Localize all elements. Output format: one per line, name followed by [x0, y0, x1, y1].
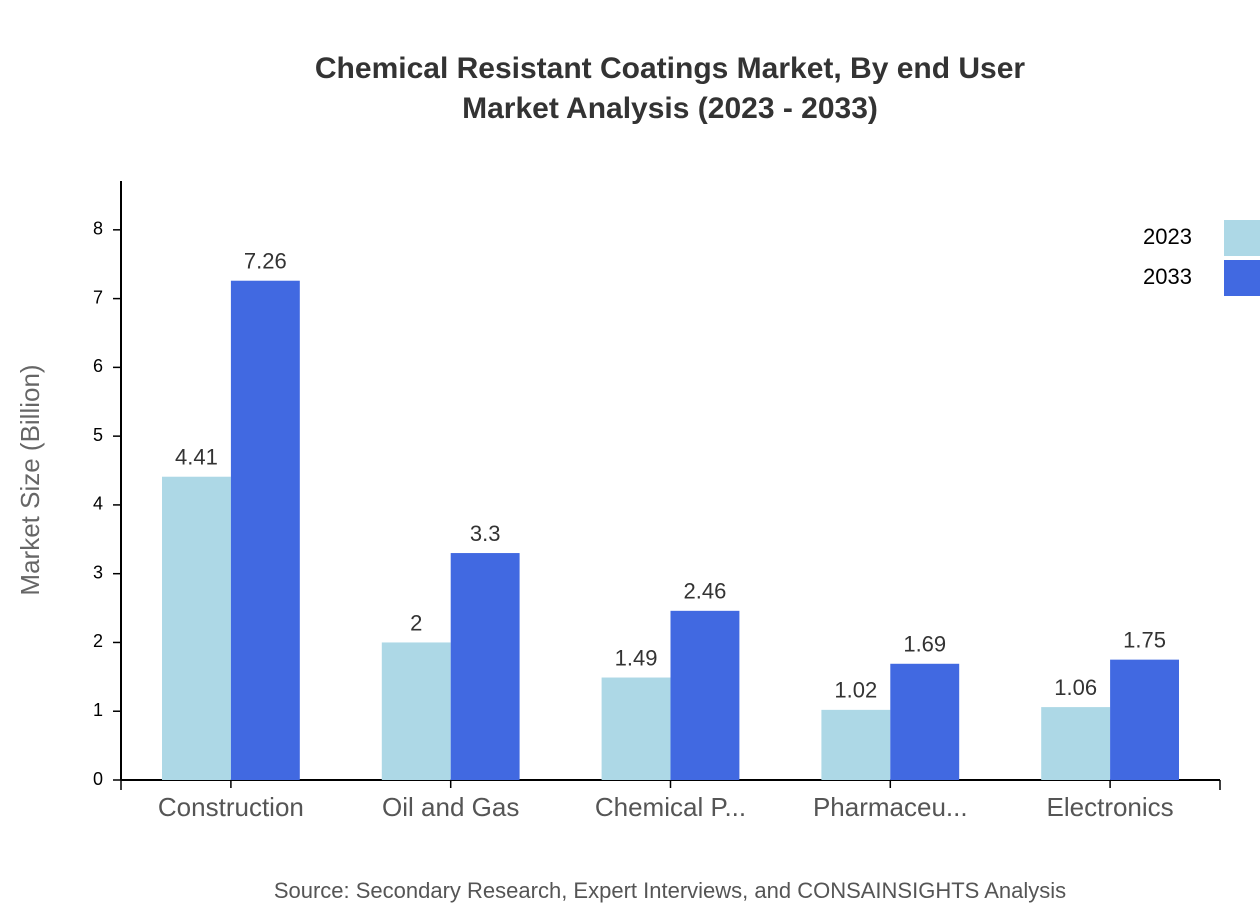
- y-tick-label: 4: [93, 494, 103, 514]
- y-tick-label: 8: [93, 219, 103, 239]
- y-axis-label: Market Size (Billion): [15, 364, 45, 595]
- y-tick-label: 6: [93, 356, 103, 376]
- legend-swatch: [1224, 220, 1260, 256]
- value-label: 1.49: [615, 645, 658, 670]
- legend-swatch: [1224, 260, 1260, 296]
- legend-label: 2033: [1143, 264, 1192, 289]
- bar: [1110, 659, 1179, 780]
- value-label: 1.02: [834, 678, 877, 703]
- y-tick-label: 1: [93, 700, 103, 720]
- chart-title: Chemical Resistant Coatings Market, By e…: [315, 52, 1026, 85]
- legend-label: 2023: [1143, 224, 1192, 249]
- x-tick-label: Electronics: [1047, 792, 1174, 822]
- value-label: 1.06: [1054, 675, 1097, 700]
- source-note: Source: Secondary Research, Expert Inter…: [274, 878, 1066, 903]
- x-tick-label: Construction: [158, 792, 304, 822]
- value-label: 3.3: [470, 521, 501, 546]
- y-tick-label: 0: [93, 769, 103, 789]
- value-label: 4.41: [175, 445, 218, 470]
- bar: [670, 610, 740, 780]
- bar: [601, 677, 671, 780]
- x-tick-label: Oil and Gas: [382, 792, 519, 822]
- y-tick-label: 2: [93, 631, 103, 651]
- y-tick-label: 7: [93, 287, 103, 307]
- value-label: 1.75: [1123, 627, 1166, 652]
- x-tick-label: Chemical P...: [595, 792, 746, 822]
- y-tick-label: 5: [93, 425, 103, 445]
- y-tick-label: 3: [93, 562, 103, 582]
- value-label: 1.69: [903, 632, 946, 657]
- bar: [162, 476, 231, 780]
- bar: [821, 709, 891, 780]
- bar: [890, 663, 960, 780]
- value-label: 7.26: [244, 249, 287, 274]
- chart-subtitle: Market Analysis (2023 - 2033): [462, 92, 878, 125]
- bar: [1041, 707, 1111, 780]
- bar: [381, 642, 451, 780]
- value-label: 2: [410, 610, 422, 635]
- bar: [230, 280, 300, 780]
- x-tick-label: Pharmaceu...: [813, 792, 968, 822]
- bar: [450, 553, 520, 780]
- value-label: 2.46: [684, 579, 727, 604]
